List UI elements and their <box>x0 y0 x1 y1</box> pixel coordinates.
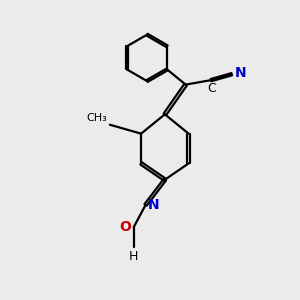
Text: C: C <box>207 82 216 95</box>
Text: CH₃: CH₃ <box>87 113 107 123</box>
Text: H: H <box>129 250 138 262</box>
Text: N: N <box>235 66 246 80</box>
Text: O: O <box>120 220 132 234</box>
Text: N: N <box>148 198 160 212</box>
